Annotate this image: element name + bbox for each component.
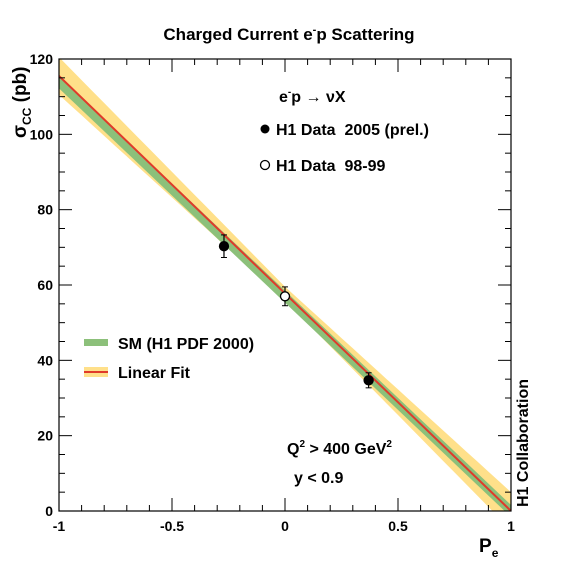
legend-marker-open (259, 159, 271, 171)
y-tick-label: 20 (37, 428, 53, 444)
x-tick-label: 0 (281, 518, 289, 534)
y-tick-label: 80 (37, 202, 53, 218)
legend-label-9899: H1 Data 98-99 (276, 158, 385, 175)
data-point-layer (218, 234, 374, 389)
legend-label-fit: Linear Fit (118, 365, 191, 382)
legend-label-2005: H1 Data 2005 (prel.) (276, 122, 429, 139)
axis-ticks (58, 58, 512, 512)
x-tick-label: -0.5 (160, 518, 184, 534)
data-point-2005 (218, 241, 230, 252)
y-tick-label: 40 (37, 352, 53, 368)
y-tick-label: 0 (45, 503, 53, 519)
y-cut-label: y < 0.9 (294, 470, 343, 487)
x-axis-label: Pe (479, 536, 499, 560)
x-tick-label: 0.5 (388, 518, 408, 534)
legend-swatch-sm (84, 339, 108, 346)
y-axis-label: σCC (pb) (10, 67, 34, 139)
data-point-2005 (363, 375, 374, 386)
y-tick-labels: 0 20 40 60 80 100 120 (30, 51, 54, 519)
q2-cut-label: Q2 > 400 GeV2 (287, 439, 392, 458)
y-tick-label: 120 (30, 51, 54, 67)
x-tick-labels: -1 -0.5 0 0.5 1 (53, 518, 515, 534)
legend-marker-filled (260, 124, 270, 134)
y-tick-label: 100 (30, 126, 54, 142)
y-tick-label: 60 (37, 277, 53, 293)
x-tick-label: 1 (507, 518, 515, 534)
data-point-9899 (279, 291, 291, 302)
x-tick-label: -1 (53, 518, 66, 534)
process-label: e-p → νX (279, 87, 346, 106)
legend-label-sm: SM (H1 PDF 2000) (118, 336, 254, 353)
chart-title: Charged Current e-p Scattering (163, 24, 414, 44)
collaboration-label: H1 Collaboration (515, 379, 532, 507)
